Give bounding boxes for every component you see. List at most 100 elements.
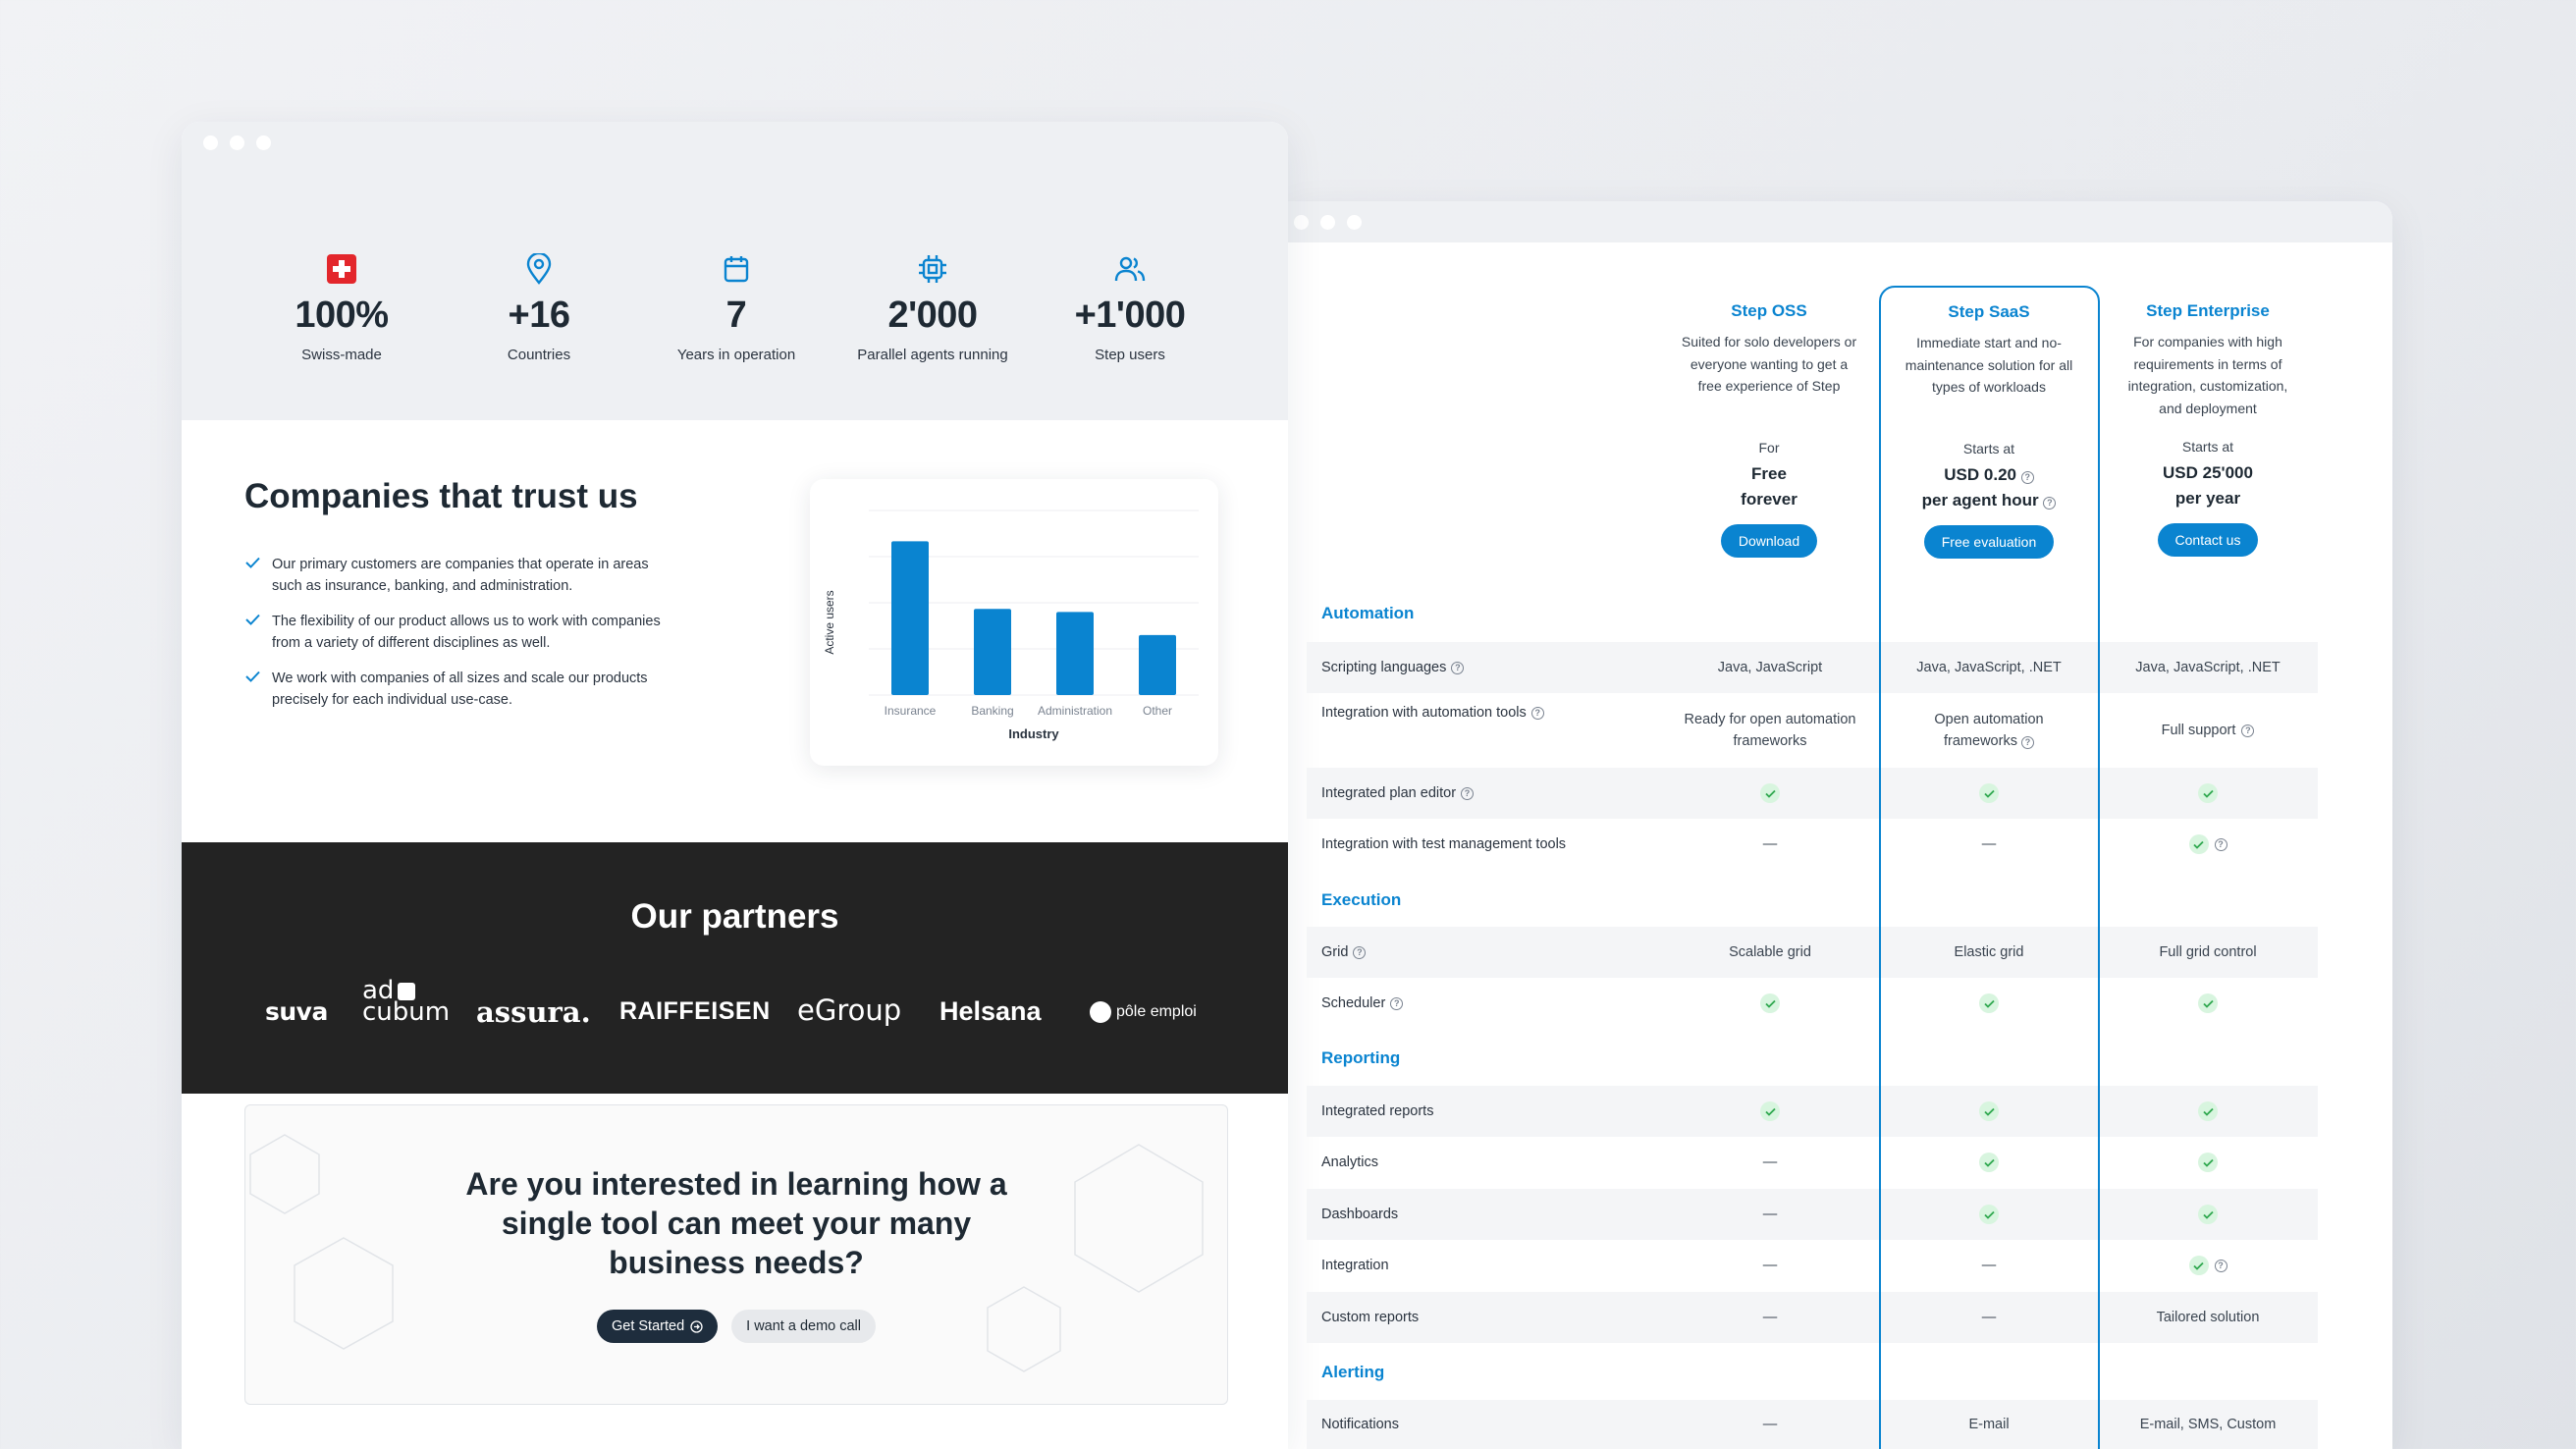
tick-label: Banking — [971, 704, 1013, 718]
stat-countries: +16 Countries — [441, 251, 637, 363]
feature-name: Scripting languages? — [1321, 660, 1465, 675]
window-dot — [256, 134, 271, 150]
plan-price-unit: per year — [2174, 489, 2241, 508]
partners-title: Our partners — [630, 897, 839, 936]
plan-saas: Step SaaS Immediate start and no- mainte… — [1881, 302, 2097, 559]
section-execution: Execution — [1321, 890, 1402, 909]
check-icon — [245, 557, 260, 568]
bar-other — [1139, 634, 1176, 695]
free-evaluation-button[interactable]: Free evaluation — [1923, 524, 2055, 559]
plan-desc-line: and deployment — [2159, 400, 2257, 416]
cta-box: Are you interested in learning how a sin… — [244, 1104, 1228, 1405]
cell-text: frameworks — [1944, 733, 2017, 749]
table-row: Integrated plan editor? — [1307, 768, 2318, 819]
bar-insurance — [891, 541, 929, 695]
hexagon-decoration — [249, 1134, 1204, 1372]
stat-value: 100% — [295, 295, 389, 336]
window-dot — [203, 134, 218, 150]
cell-enterprise — [2100, 783, 2316, 803]
logo-helsana: Helsana — [939, 996, 1042, 1026]
table-row: Dashboards — — [1307, 1189, 2318, 1240]
table-row: Grid? Scalable grid Elastic grid Full gr… — [1307, 927, 2318, 978]
stat-label: Swiss-made — [301, 347, 382, 363]
cell-oss: — — [1762, 1258, 1778, 1273]
plan-price-amount: USD 0.20 — [1944, 464, 2016, 484]
stat-value: 7 — [725, 295, 747, 336]
cta-title-line: single tool can meet your many — [501, 1206, 972, 1241]
cell-oss: — — [1762, 1154, 1778, 1170]
help-icon[interactable]: ? — [2043, 496, 2057, 510]
help-icon[interactable]: ? — [2020, 736, 2034, 749]
trust-section: Companies that trust us Our primary cust… — [182, 420, 1288, 842]
cell-oss — [1662, 1101, 1878, 1121]
cell-saas: — — [1981, 836, 1997, 852]
plan-desc-line: Suited for solo developers or — [1681, 334, 1857, 349]
download-button[interactable]: Download — [1720, 523, 1818, 558]
plan-desc-line: maintenance solution for all — [1905, 356, 2073, 373]
logo-suva: suva — [265, 997, 328, 1026]
cell-saas: E-mail — [1968, 1417, 2010, 1432]
contact-us-button[interactable]: Contact us — [2157, 523, 2259, 557]
plan-description: Suited for solo developers or everyone w… — [1661, 331, 1877, 398]
x-axis-label: Industry — [1008, 726, 1059, 741]
get-started-button[interactable]: Get Started — [596, 1310, 719, 1343]
trust-bullet-list: Our primary customers are companies that… — [244, 554, 676, 724]
help-icon[interactable]: ? — [1451, 661, 1465, 674]
plan-desc-line: For companies with high — [2133, 334, 2282, 349]
demo-call-button[interactable]: I want a demo call — [731, 1310, 877, 1343]
help-icon[interactable]: ? — [2214, 837, 2227, 851]
help-icon[interactable]: ? — [2020, 470, 2034, 484]
cpu-chip-icon — [834, 251, 1031, 287]
logo-adcubum: ad cubum — [362, 978, 450, 1025]
plan-price-prefix: Starts at — [1962, 440, 2015, 456]
window-dot — [230, 134, 244, 150]
stat-label: Step users — [1095, 347, 1165, 363]
check-icon — [1979, 1153, 1999, 1172]
cell-oss: — — [1762, 1310, 1778, 1325]
help-icon[interactable]: ? — [1530, 706, 1544, 720]
users-icon — [1032, 251, 1228, 287]
cta-title-line: Are you interested in learning how a — [465, 1166, 1007, 1202]
tick-label: Insurance — [885, 704, 937, 718]
swiss-flag-icon — [243, 251, 440, 287]
industry-bar-chart: Insurance Banking Administration Other Indus… — [823, 510, 1199, 741]
feature-name: Custom reports — [1321, 1310, 1419, 1325]
table-row: Scripting languages? Java, JavaScript Ja… — [1307, 642, 2318, 693]
feature-label: Integration — [1321, 1258, 1389, 1273]
plan-oss: Step OSS Suited for solo developers or e… — [1661, 301, 1877, 558]
plan-price-unit: per agent hour — [1921, 490, 2039, 510]
cell-text: frameworks — [1733, 733, 1807, 749]
window-dot — [1320, 214, 1335, 230]
cell-oss: — — [1762, 1207, 1778, 1222]
list-item: We work with companies of all sizes and … — [244, 668, 676, 711]
help-icon[interactable]: ? — [1390, 996, 1404, 1010]
industry-chart-card: Insurance Banking Administration Other Indus… — [810, 479, 1218, 766]
section-reporting: Reporting — [1321, 1048, 1401, 1067]
bullet-text: Our primary customers are companies that… — [272, 557, 649, 594]
cta-title-line: business needs? — [609, 1245, 864, 1280]
stat-label: Countries — [507, 347, 571, 363]
check-icon — [2198, 1153, 2218, 1172]
feature-name: Integrated plan editor? — [1321, 785, 1475, 801]
window-titlebar — [1288, 201, 2392, 242]
calendar-icon — [638, 251, 834, 287]
check-icon — [1979, 1205, 1999, 1224]
logo-egroup: eGroup — [797, 993, 902, 1027]
trust-title: Companies that trust us — [244, 477, 638, 515]
feature-name: Integration — [1321, 1258, 1389, 1273]
cell-saas: — — [1981, 1258, 1997, 1273]
table-row: Integrated reports — [1307, 1086, 2318, 1137]
tick-label: Administration — [1038, 704, 1112, 718]
check-icon — [245, 614, 260, 625]
help-icon[interactable]: ? — [2214, 1259, 2227, 1272]
plan-name: Step OSS — [1731, 301, 1807, 320]
help-icon[interactable]: ? — [1461, 786, 1475, 800]
bar-administration — [1056, 612, 1094, 695]
partner-logos: suva ad cubum assura. RAIFFEISEN eGroup … — [182, 978, 1288, 1037]
feature-label: Scripting languages — [1321, 660, 1447, 675]
help-icon[interactable]: ? — [2241, 724, 2255, 737]
feature-label: Analytics — [1321, 1154, 1379, 1170]
help-icon[interactable]: ? — [1353, 945, 1367, 959]
pole-emploi-mark — [1090, 1001, 1111, 1023]
stat-agents: 2'000 Parallel agents running — [834, 251, 1031, 363]
